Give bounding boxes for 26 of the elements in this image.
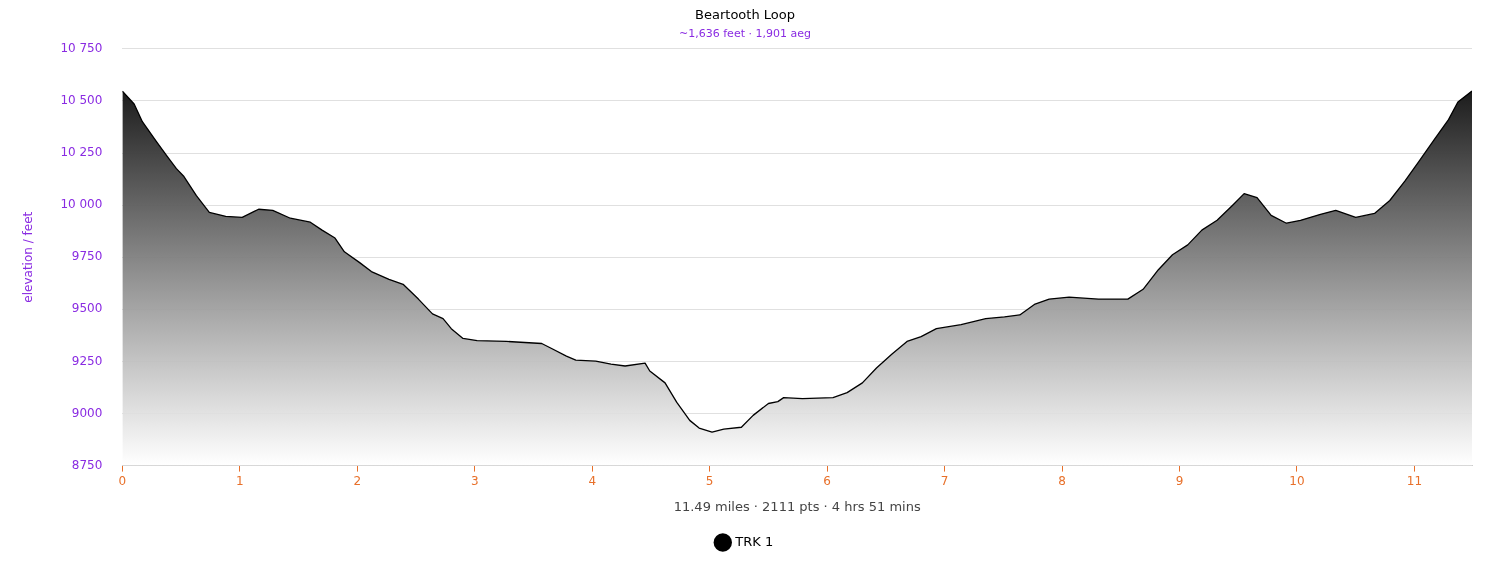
chart-subtitle: ~1,636 feet · 1,901 aeg (679, 27, 811, 41)
x-tick-label: 1 (236, 473, 244, 488)
y-axis-title: elevation / feet (21, 211, 36, 303)
x-tick-label: 5 (705, 473, 714, 488)
x-tick-label: 7 (940, 473, 949, 488)
x-tick-label: 6 (823, 473, 831, 488)
y-tick-label: 9500 (71, 301, 103, 316)
x-tick-label: 3 (470, 473, 479, 488)
x-tick-label: 11 (1406, 473, 1423, 488)
y-tick-label: 9250 (71, 353, 103, 368)
chart-title: Beartooth Loop (695, 7, 795, 23)
text: 11.49 miles · 2111 pts · 4 hrs 51 mins (673, 498, 921, 514)
y-tick-label: 8750 (71, 457, 103, 472)
x-tick-label: 0 (118, 473, 127, 488)
legend-label: TRK 1 (734, 533, 774, 549)
x-tick-label: 2 (353, 473, 362, 488)
y-tick-label: 10 000 (60, 197, 103, 212)
y-tick-label: 10 500 (60, 93, 103, 108)
x-tick-label: 9 (1175, 473, 1184, 488)
x-tick-label: 4 (588, 473, 597, 488)
y-tick-label: 9000 (71, 405, 103, 420)
x-tick-label: 10 (1289, 473, 1305, 488)
y-tick-label: 9750 (71, 249, 103, 264)
x-tick-label: 8 (1058, 473, 1066, 488)
y-tick-label: 10 750 (60, 40, 103, 55)
y-tick-label: 10 250 (60, 145, 103, 160)
